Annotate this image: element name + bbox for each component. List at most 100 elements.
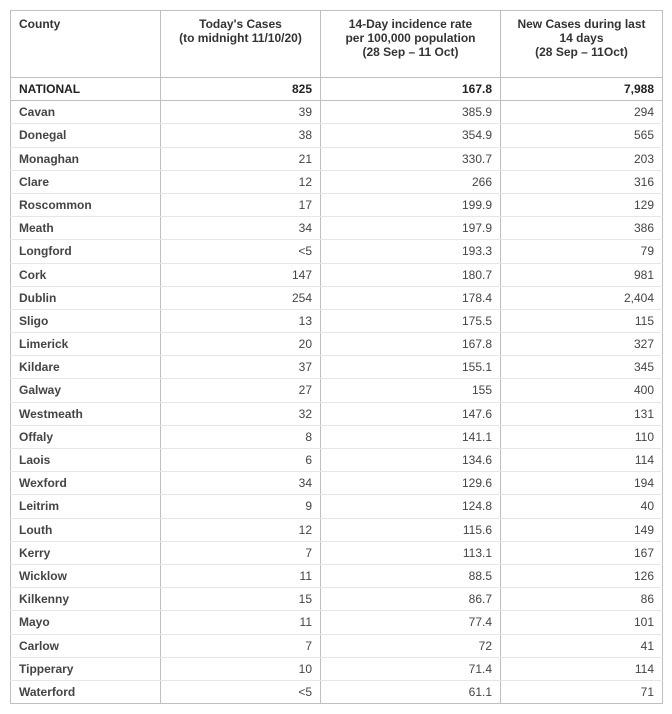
county-cell: Wicklow: [11, 564, 161, 587]
incidence-cell: 199.9: [321, 193, 501, 216]
table-row: Westmeath32147.6131: [11, 402, 663, 425]
county-cell: Clare: [11, 170, 161, 193]
county-cell: Laois: [11, 449, 161, 472]
table-row: Kildare37155.1345: [11, 356, 663, 379]
new14-cell: 294: [501, 101, 663, 124]
county-cell: Carlow: [11, 634, 161, 657]
incidence-cell: 175.5: [321, 309, 501, 332]
new14-cell: 110: [501, 425, 663, 448]
county-cell: Sligo: [11, 309, 161, 332]
county-cell: Mayo: [11, 611, 161, 634]
table-row: Mayo1177.4101: [11, 611, 663, 634]
header-newcases-l1: New Cases during last: [517, 17, 645, 31]
new14-cell: 327: [501, 333, 663, 356]
today-cell: 254: [161, 286, 321, 309]
today-cell: 7: [161, 541, 321, 564]
today-cell: 7: [161, 634, 321, 657]
county-cell: Offaly: [11, 425, 161, 448]
table-row: Clare12266316: [11, 170, 663, 193]
table-row: Wexford34129.6194: [11, 472, 663, 495]
county-cell: Tipperary: [11, 657, 161, 680]
today-cell: 12: [161, 170, 321, 193]
today-cell: 27: [161, 379, 321, 402]
table-row: Offaly8141.1110: [11, 425, 663, 448]
table-row: Dublin254178.42,404: [11, 286, 663, 309]
national-incidence: 167.8: [321, 78, 501, 101]
table-row: Wicklow1188.5126: [11, 564, 663, 587]
national-today: 825: [161, 78, 321, 101]
today-cell: 38: [161, 124, 321, 147]
county-cell: Galway: [11, 379, 161, 402]
incidence-cell: 155.1: [321, 356, 501, 379]
new14-cell: 149: [501, 518, 663, 541]
national-row: NATIONAL 825 167.8 7,988: [11, 78, 663, 101]
incidence-cell: 197.9: [321, 217, 501, 240]
header-incidence: 14-Day incidence rate per 100,000 popula…: [321, 11, 501, 78]
header-newcases-l3: (28 Sep – 11Oct): [535, 45, 628, 59]
today-cell: 32: [161, 402, 321, 425]
incidence-cell: 72: [321, 634, 501, 657]
today-cell: <5: [161, 240, 321, 263]
new14-cell: 981: [501, 263, 663, 286]
county-cell: Wexford: [11, 472, 161, 495]
today-cell: 12: [161, 518, 321, 541]
incidence-cell: 385.9: [321, 101, 501, 124]
new14-cell: 203: [501, 147, 663, 170]
county-cell: Donegal: [11, 124, 161, 147]
table-row: Donegal38354.9565: [11, 124, 663, 147]
new14-cell: 114: [501, 657, 663, 680]
today-cell: 8: [161, 425, 321, 448]
new14-cell: 79: [501, 240, 663, 263]
table-row: Meath34197.9386: [11, 217, 663, 240]
county-cell: Kerry: [11, 541, 161, 564]
today-cell: 17: [161, 193, 321, 216]
incidence-cell: 77.4: [321, 611, 501, 634]
incidence-cell: 167.8: [321, 333, 501, 356]
incidence-cell: 88.5: [321, 564, 501, 587]
header-todays-cases: Today's Cases (to midnight 11/10/20): [161, 11, 321, 78]
incidence-cell: 266: [321, 170, 501, 193]
county-cell: Meath: [11, 217, 161, 240]
table-row: Sligo13175.5115: [11, 309, 663, 332]
header-county: County: [11, 11, 161, 78]
incidence-cell: 180.7: [321, 263, 501, 286]
incidence-cell: 61.1: [321, 680, 501, 703]
table-row: Louth12115.6149: [11, 518, 663, 541]
new14-cell: 345: [501, 356, 663, 379]
today-cell: 15: [161, 588, 321, 611]
new14-cell: 101: [501, 611, 663, 634]
table-row: Cavan39385.9294: [11, 101, 663, 124]
today-cell: 147: [161, 263, 321, 286]
table-row: Cork147180.7981: [11, 263, 663, 286]
incidence-cell: 141.1: [321, 425, 501, 448]
today-cell: 11: [161, 564, 321, 587]
county-cell: Waterford: [11, 680, 161, 703]
incidence-cell: 147.6: [321, 402, 501, 425]
national-label: NATIONAL: [11, 78, 161, 101]
new14-cell: 194: [501, 472, 663, 495]
header-incidence-l3: (28 Sep – 11 Oct): [362, 45, 458, 59]
county-cell: Limerick: [11, 333, 161, 356]
today-cell: <5: [161, 680, 321, 703]
today-cell: 11: [161, 611, 321, 634]
county-cell: Leitrim: [11, 495, 161, 518]
incidence-cell: 113.1: [321, 541, 501, 564]
header-newcases-l2: 14 days: [559, 31, 603, 45]
today-cell: 37: [161, 356, 321, 379]
county-cell: Cavan: [11, 101, 161, 124]
new14-cell: 131: [501, 402, 663, 425]
new14-cell: 126: [501, 564, 663, 587]
table-row: Waterford<561.171: [11, 680, 663, 703]
new14-cell: 40: [501, 495, 663, 518]
today-cell: 34: [161, 472, 321, 495]
county-cell: Roscommon: [11, 193, 161, 216]
table-row: Tipperary1071.4114: [11, 657, 663, 680]
new14-cell: 386: [501, 217, 663, 240]
table-row: Limerick20167.8327: [11, 333, 663, 356]
new14-cell: 316: [501, 170, 663, 193]
county-cell: Westmeath: [11, 402, 161, 425]
new14-cell: 41: [501, 634, 663, 657]
table-row: Kilkenny1586.786: [11, 588, 663, 611]
county-cell: Dublin: [11, 286, 161, 309]
county-cell: Cork: [11, 263, 161, 286]
